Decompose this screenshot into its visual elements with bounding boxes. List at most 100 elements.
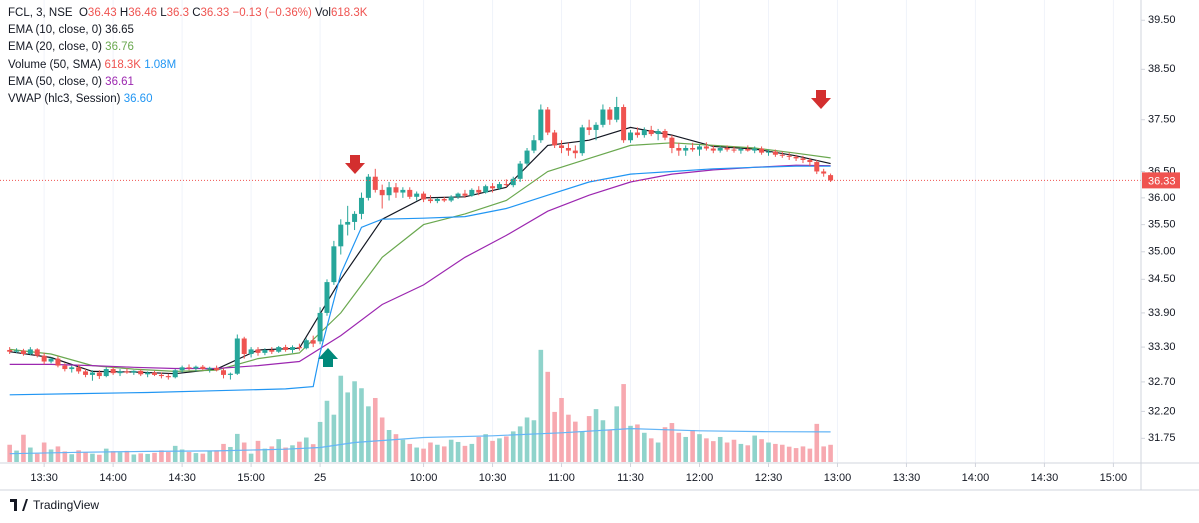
x-tick-label: 14:30 [168,472,196,484]
indicator-name: Volume (50, SMA) [8,58,102,71]
volume-bar [290,445,295,462]
volume-bar [124,450,130,462]
candle-body [7,349,13,352]
volume-bar [200,453,206,462]
candle-body [538,109,544,141]
volume-text: 618.3K [330,7,368,19]
candle-body [800,158,806,160]
y-tick-label: 35.50 [1148,219,1176,231]
volume-bar [248,453,254,462]
volume-bar [152,452,157,462]
volume-bar [235,433,240,462]
candle-body [358,197,364,214]
candle-body [676,147,682,151]
volume-bar [414,447,419,462]
volume-bar [34,453,40,462]
candle-body [227,373,233,375]
volume-bar [566,414,571,462]
volume-bar [724,442,730,462]
volume-bar [83,452,88,462]
candle-body [531,140,537,151]
last-price-box [1142,172,1180,189]
candle-body [248,349,254,355]
volume-bar [393,434,399,462]
candle-body [255,349,261,353]
volume-bar [497,438,502,462]
volume-bar [490,440,495,462]
candle-body [69,367,75,370]
candle-body [607,109,613,120]
x-tick-label: 12:00 [686,472,714,484]
volume-bar [338,375,344,462]
volume-bar [586,416,592,462]
x-tick-label: 14:00 [99,472,127,484]
volume-bar [14,450,19,462]
legend-row: VWAP (hlc3, Session) 36.60 [8,91,367,108]
y-tick-label: 37.50 [1148,114,1176,126]
volume-bar [76,450,81,462]
candle-body [697,146,703,150]
candle-body [96,372,102,377]
volume-bar [504,436,509,462]
axes: 39.5038.5037.5036.5036.0035.5035.0034.50… [0,0,1199,491]
candle-body [283,347,289,350]
volume-bar [655,442,661,462]
candle-body [600,109,606,125]
candle-body [655,130,661,135]
volume-bar [662,427,668,462]
candle-body [731,149,737,151]
volume-bar [62,451,68,462]
candle-body [662,130,668,138]
candle-body [41,355,47,362]
volume-bar [255,440,261,462]
legend: FCL, 3, NSE O36.43 H36.46 L36.3 C36.33 −… [8,5,367,108]
candle-body [131,370,137,373]
candle-body [262,349,268,353]
candle-body [628,132,634,141]
annotations [318,90,831,367]
volume-bar [717,436,723,462]
y-tick-label: 32.70 [1148,376,1176,388]
candle-body [441,198,447,201]
candle-body [289,347,295,350]
x-tick-label: 14:30 [1031,472,1059,484]
x-tick-label: 10:30 [479,472,507,484]
candle-body [469,189,475,196]
volume-bar [97,454,102,462]
volume-bar [352,381,357,462]
candle-body [138,370,144,375]
candle-body [207,367,213,370]
indicator-name: VWAP (hlc3, Session) [8,93,121,106]
candle-body [614,106,620,120]
volume-bar [531,420,537,462]
indicator-value: 36.65 [105,24,134,37]
candle-body [234,338,240,374]
down-arrow [345,155,365,174]
y-tick-label: 38.50 [1148,63,1176,75]
candle-body [352,213,358,222]
legend-row: FCL, 3, NSE O36.43 H36.46 L36.3 C36.33 −… [8,5,367,22]
volume-value: 618.3K [104,58,141,71]
candle-body [690,147,696,150]
volume-bar [145,453,150,462]
volume-bar [738,443,744,462]
candle-body [572,150,578,154]
candle-body [496,184,502,189]
candle-body [76,367,82,372]
candle-body [545,109,551,133]
volume-sma-value: 1.08M [144,58,177,71]
candle-body [145,372,151,375]
candle-body [710,148,716,151]
up-arrow [318,348,338,367]
volume-bar [648,438,654,462]
y-tick-label: 35.00 [1148,246,1176,258]
candle-body [476,189,482,193]
volume-prefix: Vol [314,7,331,19]
indicator-name: EMA (20, close, 0) [8,41,102,54]
open: 36.43 [87,7,117,19]
candle-body [559,145,565,148]
volume-bar [455,441,461,462]
candle-body [407,189,413,197]
candle-body [821,171,827,174]
x-tick-label: 11:00 [548,472,575,484]
